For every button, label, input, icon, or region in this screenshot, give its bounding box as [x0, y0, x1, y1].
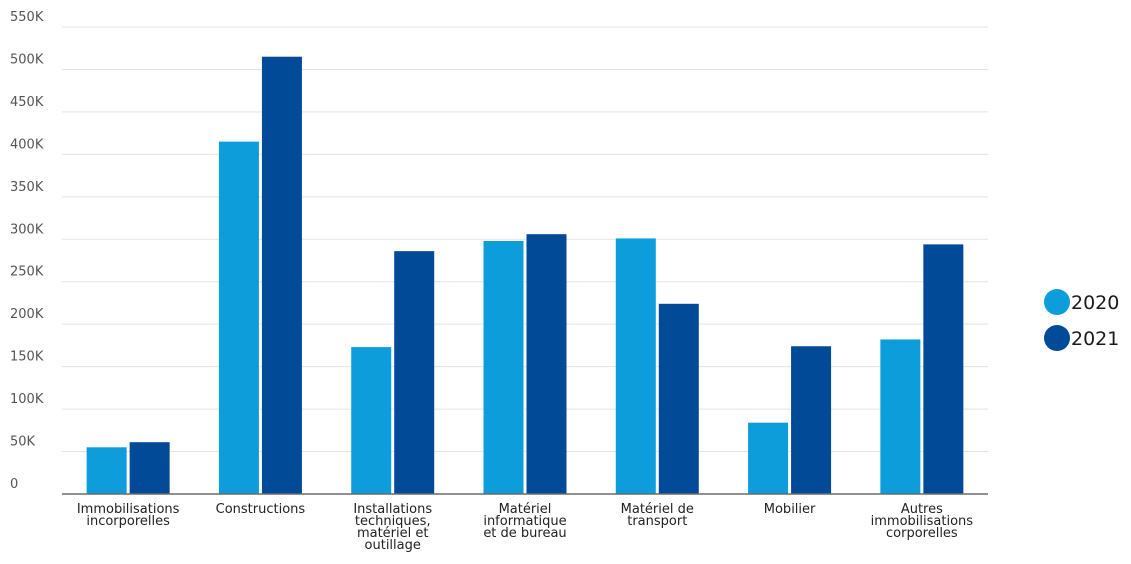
x-category-label-line: techniques,: [355, 514, 431, 529]
bar-2021: [129, 442, 170, 494]
y-axis-tick-labels: 0 50K 100K 150K 200K 250K 300K 350K 400K 450K 500K…: [10, 10, 44, 492]
x-category-label-line: Autres: [901, 502, 943, 517]
y-tick-label: 200K: [10, 307, 44, 322]
x-category-label-line: Immobilisations: [77, 502, 180, 517]
x-category-label-line: Installations: [353, 502, 432, 517]
y-tick-label: 300K: [10, 222, 44, 237]
legend-label-2021: 2021: [1071, 328, 1119, 350]
x-category-label-line: Matériel de: [621, 502, 694, 517]
bar-2020: [351, 347, 392, 494]
x-category-label-line: Constructions: [216, 502, 306, 517]
bar-2020: [615, 238, 656, 494]
bar-2020: [483, 240, 524, 494]
x-axis-category-labels: Immobilisations incorporelles Construction…: [77, 502, 973, 553]
x-category-label-line: matériel et: [357, 526, 429, 541]
bar-2021: [791, 346, 832, 494]
x-category-label: Mobilier: [764, 502, 816, 517]
bar-2021: [394, 251, 435, 494]
x-category-label-line: corporelles: [886, 526, 958, 541]
x-category-label: Constructions: [216, 502, 306, 517]
bar-2021: [923, 244, 964, 494]
x-category-label-line: et de bureau: [483, 526, 566, 541]
x-category-label-line: Matériel: [499, 502, 552, 517]
y-tick-label: 100K: [10, 392, 44, 407]
legend-swatch-2021: [1044, 325, 1070, 351]
bar-2020: [218, 141, 259, 495]
bar-2021: [526, 234, 567, 495]
bars: [86, 56, 964, 495]
y-tick-label: 450K: [10, 95, 44, 110]
bar-2020: [748, 422, 789, 494]
y-tick-label: 500K: [10, 52, 44, 67]
x-category-label: Matériel de transport: [621, 502, 694, 529]
y-tick-label: 50K: [10, 435, 36, 450]
y-tick-label: 150K: [10, 350, 44, 365]
y-tick-label: 400K: [10, 137, 44, 152]
x-category-label-line: Mobilier: [764, 502, 816, 517]
x-category-label: Installations techniques, matériel et outil…: [353, 502, 432, 553]
x-category-label: Autres immobilisations corporelles: [871, 502, 974, 541]
x-category-label-line: incorporelles: [86, 514, 170, 529]
x-category-label: Matériel informatique et de bureau: [483, 502, 566, 541]
gridlines: [62, 26, 988, 453]
legend-swatch-2020: [1044, 289, 1070, 315]
x-category-label: Immobilisations incorporelles: [77, 502, 180, 529]
y-tick-label: 350K: [10, 180, 44, 195]
bar-2021: [261, 56, 302, 495]
bar-2020: [86, 447, 127, 494]
x-category-label-line: outillage: [365, 538, 421, 553]
bar-2020: [880, 339, 921, 494]
y-tick-label: 0: [10, 477, 18, 492]
y-tick-label: 250K: [10, 265, 44, 280]
legend: 2020 2021: [1044, 289, 1119, 351]
x-category-label-line: immobilisations: [871, 514, 974, 529]
bar-2021: [658, 303, 699, 494]
y-tick-label: 550K: [10, 10, 44, 25]
legend-label-2020: 2020: [1071, 292, 1119, 314]
x-category-label-line: informatique: [483, 514, 566, 529]
x-category-label-line: transport: [627, 514, 687, 529]
